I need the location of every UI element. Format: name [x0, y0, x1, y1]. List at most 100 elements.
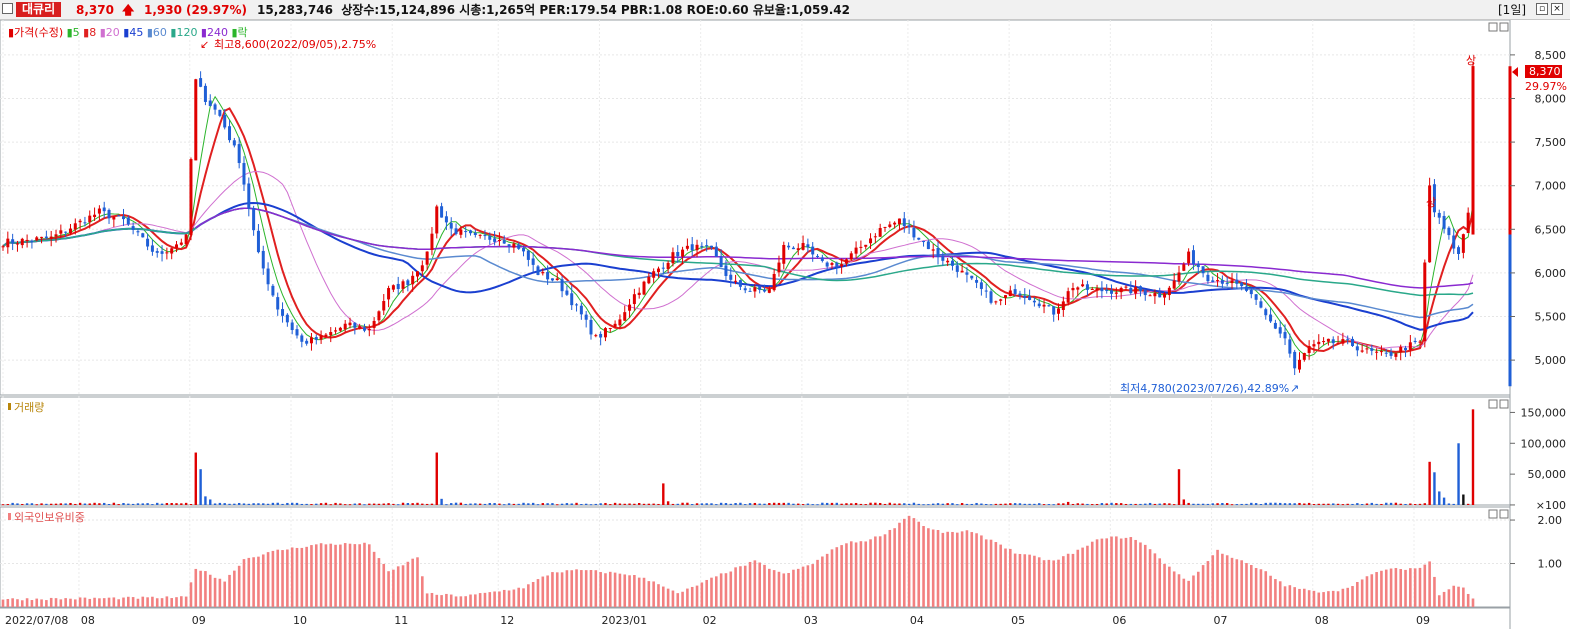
foreign-bar	[604, 573, 607, 607]
candle-body	[203, 85, 207, 102]
volume-bar	[1013, 503, 1017, 505]
volume-bar	[874, 502, 877, 505]
foreign-bar	[965, 530, 969, 607]
candle-body	[835, 262, 839, 268]
volume-bar	[1259, 504, 1263, 506]
volume-bar	[623, 503, 626, 505]
volume-bar	[522, 502, 525, 505]
candle-body	[541, 272, 545, 274]
volume-bar	[1047, 504, 1051, 506]
foreign-bar	[199, 570, 202, 607]
foreign-bar	[59, 599, 63, 607]
volume-bar	[252, 503, 255, 505]
foreign-bar	[777, 571, 781, 607]
foreign-bar	[763, 564, 766, 607]
foreign-bar	[117, 599, 120, 607]
foreign-bar	[1196, 571, 1200, 607]
candle-body	[160, 251, 164, 254]
foreign-bar	[816, 559, 819, 607]
candle-body	[1003, 295, 1007, 298]
foreign-bar	[931, 529, 935, 607]
volume-bar	[609, 504, 612, 506]
price-tick-label: 8,000	[1535, 92, 1567, 105]
candle-body	[305, 340, 309, 344]
foreign-bar	[237, 565, 241, 607]
candle-body	[878, 228, 882, 237]
volume-bar	[141, 503, 144, 505]
candle-body	[281, 309, 285, 316]
candle-body	[1206, 274, 1210, 282]
volume-bar	[666, 501, 670, 505]
foreign-bar	[1462, 587, 1465, 607]
foreign-bar	[878, 536, 882, 607]
volume-bar	[358, 503, 361, 505]
period-selector[interactable]: [1일]	[1498, 3, 1527, 17]
volume-bar	[652, 503, 655, 505]
volume-bar	[1057, 503, 1060, 505]
foreign-bar	[869, 539, 872, 607]
select-checkbox[interactable]	[2, 3, 13, 14]
candle-body	[1110, 290, 1114, 294]
stock-name-badge[interactable]: 대큐리	[16, 2, 62, 17]
candle-body	[11, 239, 15, 244]
volume-bar	[474, 503, 477, 505]
foreign-bar	[160, 598, 164, 607]
volume-bar	[1, 504, 5, 506]
volume-bar	[363, 504, 366, 506]
foreign-bar	[584, 570, 588, 607]
foreign-bar	[257, 556, 260, 607]
foreign-bar	[1013, 553, 1017, 607]
restore-icon[interactable]: ▫	[1536, 3, 1548, 15]
candle-body	[536, 266, 540, 275]
foreign-bar	[1105, 538, 1109, 607]
candle-body	[979, 282, 983, 289]
foreign-bar	[1327, 591, 1330, 607]
volume-bar	[122, 502, 125, 505]
panel-close-icon[interactable]	[1499, 22, 1509, 32]
candle-body	[854, 247, 858, 254]
candle-body	[107, 209, 111, 219]
foreign-bar	[1317, 592, 1321, 607]
volume-bar	[1418, 503, 1422, 505]
candle-body	[1355, 346, 1359, 351]
stock-chart-canvas[interactable]: 5,000 5,500 6,000 6,500 7,000 7,500 8,000 8,500…	[0, 20, 1570, 629]
panel-restore-icon[interactable]	[1488, 22, 1498, 32]
candle-body	[531, 258, 535, 265]
volume-bar	[965, 503, 969, 505]
foreign-bar	[170, 598, 173, 607]
candle-body	[1457, 247, 1461, 255]
candle-body	[1066, 291, 1070, 303]
foreign-bar	[1052, 560, 1055, 607]
volume-bar	[753, 502, 757, 505]
candle-body	[560, 279, 564, 292]
foreign-bar	[724, 573, 728, 607]
volume-bar	[387, 503, 390, 505]
volume-bar	[845, 503, 848, 505]
volume-bar	[763, 503, 766, 505]
volume-bar	[1240, 503, 1243, 505]
foreign-bar	[194, 568, 198, 607]
candle-body	[1013, 289, 1017, 294]
panel-close-icon[interactable]	[1499, 509, 1509, 519]
volume-bar	[146, 503, 149, 505]
volume-bar	[339, 503, 342, 505]
volume-bar	[406, 503, 410, 505]
foreign-bar	[922, 526, 925, 607]
candle-body	[266, 268, 270, 285]
panel-close-icon[interactable]	[1499, 399, 1509, 409]
foreign-bar	[859, 541, 863, 607]
foreign-bar	[348, 543, 352, 607]
foreign-bar	[498, 591, 501, 607]
volume-bar	[724, 503, 728, 505]
volume-bar	[49, 503, 53, 505]
foreign-bar	[464, 596, 467, 607]
volume-bar	[584, 503, 588, 505]
foreign-bar	[1259, 569, 1263, 607]
close-icon[interactable]: ×	[1551, 3, 1563, 15]
volume-bar	[54, 503, 58, 505]
foreign-bar	[1230, 557, 1234, 607]
volume-bar	[1303, 503, 1306, 505]
panel-restore-icon[interactable]	[1488, 399, 1498, 409]
foreign-bar	[917, 521, 921, 607]
panel-restore-icon[interactable]	[1488, 509, 1498, 519]
